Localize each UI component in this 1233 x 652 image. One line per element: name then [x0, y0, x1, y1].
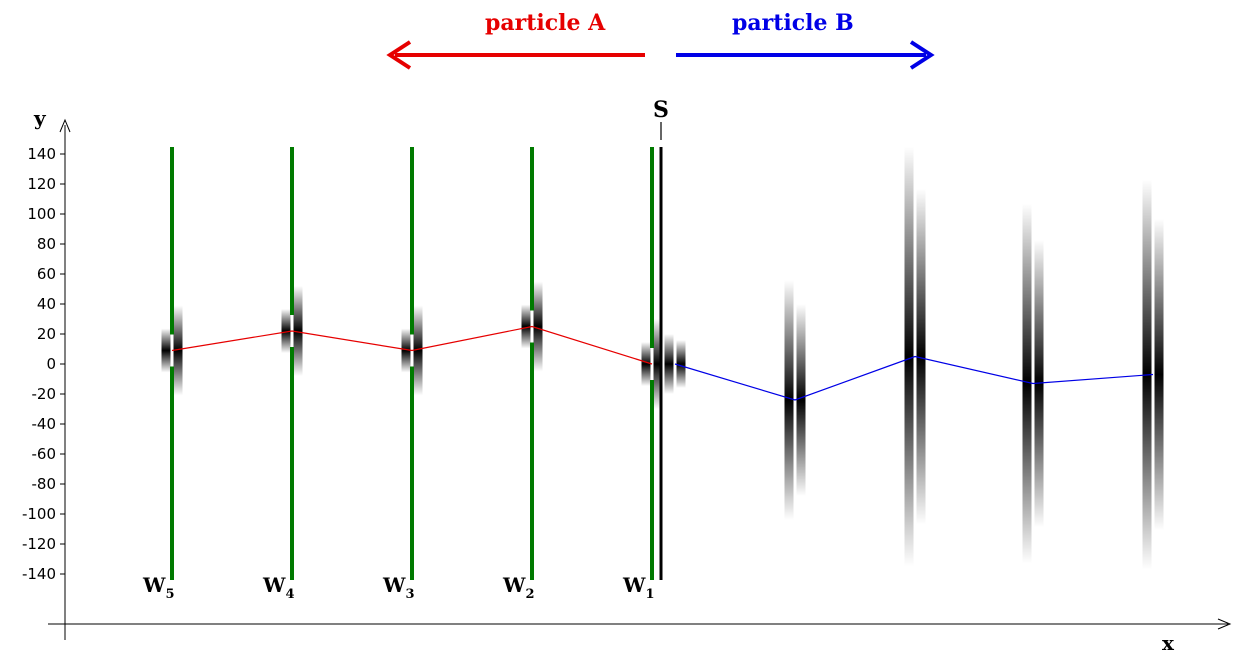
- particle-a-arrow: [386, 40, 645, 70]
- particle-a-arrow-head: [386, 40, 412, 70]
- particle-a-trajectory: [171, 325, 653, 365]
- screen-smear-b1: [676, 340, 686, 388]
- walls: [170, 147, 654, 580]
- particle-b-trajectory: [674, 355, 1154, 401]
- screen-smear-b4: [1022, 203, 1032, 564]
- wall-smear-left: [521, 304, 531, 349]
- particle-a-label: particle A: [485, 10, 606, 36]
- y-tick-label: -40: [32, 415, 57, 433]
- wall-label-base: W: [622, 573, 646, 597]
- y-tick-label: 20: [37, 325, 56, 343]
- wall-smear-right: [653, 319, 663, 409]
- screen-smear-b5: [1154, 218, 1164, 531]
- y-axis-arrowhead: [59, 118, 71, 133]
- x-axis-label: x: [1162, 631, 1175, 652]
- x-axis-arrowhead: [1217, 618, 1232, 630]
- y-tick-label: 40: [37, 295, 56, 313]
- wall-labels: W5 W4 W3 W2 W1: [142, 573, 655, 602]
- y-tick-label: -20: [32, 385, 57, 403]
- x-axis: [48, 618, 1232, 630]
- wall-smear-left: [641, 342, 651, 386]
- y-tick-label: 60: [37, 265, 56, 283]
- wall-smear-left: [401, 328, 411, 373]
- wall-label-subscript: 5: [165, 587, 174, 602]
- screen-smear-b3: [904, 146, 914, 567]
- particle-b-label: particle B: [732, 10, 854, 36]
- y-tick-label: 100: [27, 205, 56, 223]
- wall-smear-right: [293, 286, 303, 376]
- y-tick-label: 0: [46, 355, 56, 373]
- y-tick-group: 140 120 100 80 60 40 20 0 -20 -40 -60 -80 -100 -120 -1…: [22, 145, 65, 583]
- wall-label-subscript: 4: [285, 587, 294, 602]
- y-tick-label: -100: [22, 505, 56, 523]
- wall-label-base: W: [262, 573, 286, 597]
- particle-b-arrow-head: [909, 40, 935, 70]
- y-tick-label: -140: [22, 565, 56, 583]
- y-axis-label: y: [33, 106, 47, 130]
- wall-label-w2: W2: [502, 573, 535, 602]
- wall-label-w4: W4: [262, 573, 295, 602]
- y-tick-label: -60: [32, 445, 57, 463]
- wall-smear-right: [173, 305, 183, 396]
- wall-label-base: W: [382, 573, 406, 597]
- y-axis: [59, 118, 71, 640]
- wall-smear-right: [533, 281, 543, 372]
- wall-label-subscript: 3: [405, 587, 414, 602]
- y-tick-label: 140: [27, 145, 56, 163]
- wall-label-base: W: [142, 573, 166, 597]
- source-label: S: [653, 97, 669, 123]
- particle-b-arrow: [676, 40, 935, 70]
- y-tick-label: 80: [37, 235, 56, 253]
- wall-label-w1: W1: [622, 573, 655, 602]
- wall-smear-left: [161, 328, 171, 373]
- wall-smear-right: [413, 305, 423, 396]
- screen-smear-b2: [796, 304, 806, 496]
- y-tick-label: -80: [32, 475, 57, 493]
- wall-label-subscript: 1: [645, 587, 654, 602]
- wall-label-base: W: [502, 573, 526, 597]
- screen-smear-b3: [916, 188, 926, 525]
- y-tick-label: -120: [22, 535, 56, 553]
- wall-label-w3: W3: [382, 573, 415, 602]
- screen-smear-b2: [784, 280, 794, 520]
- wall-smear-left: [281, 309, 291, 353]
- screen-smear-b1: [664, 334, 674, 394]
- wall-label-w5: W5: [142, 573, 175, 602]
- y-tick-label: 120: [27, 175, 56, 193]
- wall-label-subscript: 2: [525, 587, 534, 602]
